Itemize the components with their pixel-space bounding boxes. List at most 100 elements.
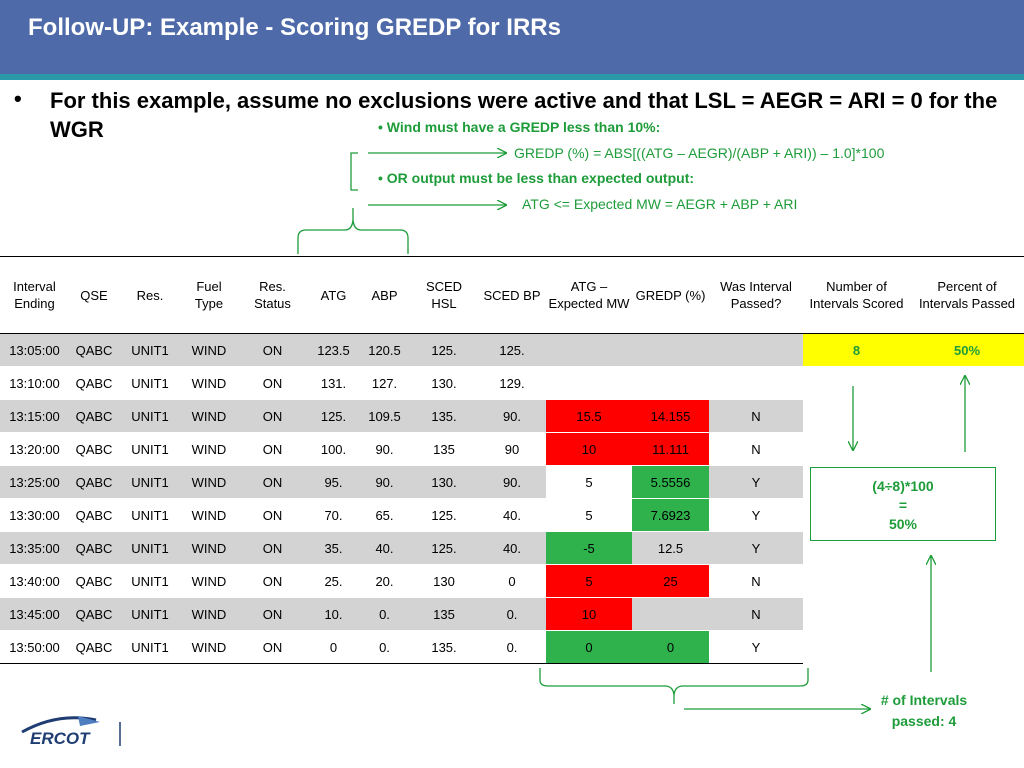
cell-abp: 0. [359,630,410,664]
header-gredp: GREDP (%) [632,256,709,334]
cell-qse: QABC [69,465,119,499]
cell-atg: 123.5 [308,333,359,367]
header-fuel-type: Fuel Type [181,256,237,334]
cell-diff [546,366,632,400]
header-intervals-scored: Number of Intervals Scored [803,256,910,334]
calc-line-2: = [898,497,908,513]
cell-interval: 13:15:00 [0,399,69,433]
table-row: 13:50:00 QABC UNIT1 WIND ON 0 0. 135. 0.… [0,630,1024,664]
cell-atg: 70. [308,498,359,532]
cell-status: ON [237,399,308,433]
table-row: 13:20:00 QABC UNIT1 WIND ON 100. 90. 135… [0,432,1024,466]
cell-hsl: 125. [410,498,478,532]
cell-gredp: 25 [632,564,709,598]
cell-res: UNIT1 [119,333,181,367]
cell-status: ON [237,531,308,565]
gredp-formula-text: GREDP (%) = ABS[((ATG – AEGR)/(ABP + ARI… [514,145,885,161]
cell-abp: 90. [359,432,410,466]
cell-res: UNIT1 [119,465,181,499]
table-row: 13:30:00 QABC UNIT1 WIND ON 70. 65. 125.… [0,498,1024,532]
cell-fuel: WIND [181,564,237,598]
cell-fuel: WIND [181,597,237,631]
cell-abp: 40. [359,531,410,565]
logo-text: ERCOT [30,729,91,748]
table-row: 13:15:00 QABC UNIT1 WIND ON 125. 109.5 1… [0,399,1024,433]
columns-brace-top [297,208,409,254]
cell-abp: 90. [359,465,410,499]
cell-diff: 5 [546,564,632,598]
cell-status: ON [237,597,308,631]
cell-diff: 0 [546,630,632,664]
cell-fuel: WIND [181,498,237,532]
cell-gredp [632,333,709,367]
cell-qse: QABC [69,498,119,532]
header-res-status: Res. Status [237,256,308,334]
header-atg: ATG [308,256,359,334]
cell-status: ON [237,465,308,499]
cell-abp: 0. [359,597,410,631]
table-row: 13:25:00 QABC UNIT1 WIND ON 95. 90. 130.… [0,465,1024,499]
bullet-marker: • [14,86,22,111]
calc-line-1: (4÷8)*100 [872,478,934,494]
cell-gredp: 14.155 [632,399,709,433]
cell-status: ON [237,564,308,598]
cell-bp: 40. [478,531,546,565]
cell-bp: 0. [478,630,546,664]
cell-res: UNIT1 [119,366,181,400]
cell-passed: Y [709,465,803,499]
cell-interval: 13:40:00 [0,564,69,598]
cell-atg: 35. [308,531,359,565]
cell-status: ON [237,498,308,532]
cell-bp: 90. [478,465,546,499]
cell-diff: 10 [546,432,632,466]
cell-res: UNIT1 [119,399,181,433]
cell-qse: QABC [69,597,119,631]
cell-abp: 65. [359,498,410,532]
cell-bp: 90. [478,399,546,433]
cell-gredp [632,366,709,400]
cell-gredp: 12.5 [632,531,709,565]
cell-atg: 100. [308,432,359,466]
cell-diff: 10 [546,597,632,631]
cell-atg: 10. [308,597,359,631]
cell-res: UNIT1 [119,498,181,532]
table-header-row: Interval Ending QSE Res. Fuel Type Res. … [0,256,1024,334]
cell-status: ON [237,333,308,367]
header-was-passed: Was Interval Passed? [709,256,803,334]
cell-diff: -5 [546,531,632,565]
table-row: 13:45:00 QABC UNIT1 WIND ON 10. 0. 135 0… [0,597,1024,631]
cell-diff: 5 [546,498,632,532]
cell-interval: 13:50:00 [0,630,69,664]
cell-passed: Y [709,498,803,532]
intervals-scored-value: 8 [803,333,910,367]
cell-passed [709,333,803,367]
cell-bp: 129. [478,366,546,400]
slide-title: Follow-UP: Example - Scoring GREDP for I… [28,14,561,41]
cell-hsl: 135. [410,630,478,664]
cell-qse: QABC [69,630,119,664]
cell-atg: 131. [308,366,359,400]
cell-abp: 127. [359,366,410,400]
cell-gredp: 11.111 [632,432,709,466]
cell-gredp: 5.5556 [632,465,709,499]
cell-gredp: 7.6923 [632,498,709,532]
cell-fuel: WIND [181,333,237,367]
cell-hsl: 130 [410,564,478,598]
cell-interval: 13:35:00 [0,531,69,565]
cell-interval: 13:45:00 [0,597,69,631]
cell-qse: QABC [69,399,119,433]
cell-fuel: WIND [181,630,237,664]
cell-atg: 0 [308,630,359,664]
atg-formula-text: ATG <= Expected MW = AEGR + ABP + ARI [522,196,798,212]
cell-interval: 13:25:00 [0,465,69,499]
cell-hsl: 135. [410,399,478,433]
cell-abp: 20. [359,564,410,598]
cell-passed: Y [709,531,803,565]
cell-passed: N [709,597,803,631]
cell-interval: 13:30:00 [0,498,69,532]
cell-hsl: 125. [410,333,478,367]
cell-interval: 13:10:00 [0,366,69,400]
cell-interval: 13:20:00 [0,432,69,466]
columns-brace-bottom [539,668,809,704]
header-abp: ABP [359,256,410,334]
